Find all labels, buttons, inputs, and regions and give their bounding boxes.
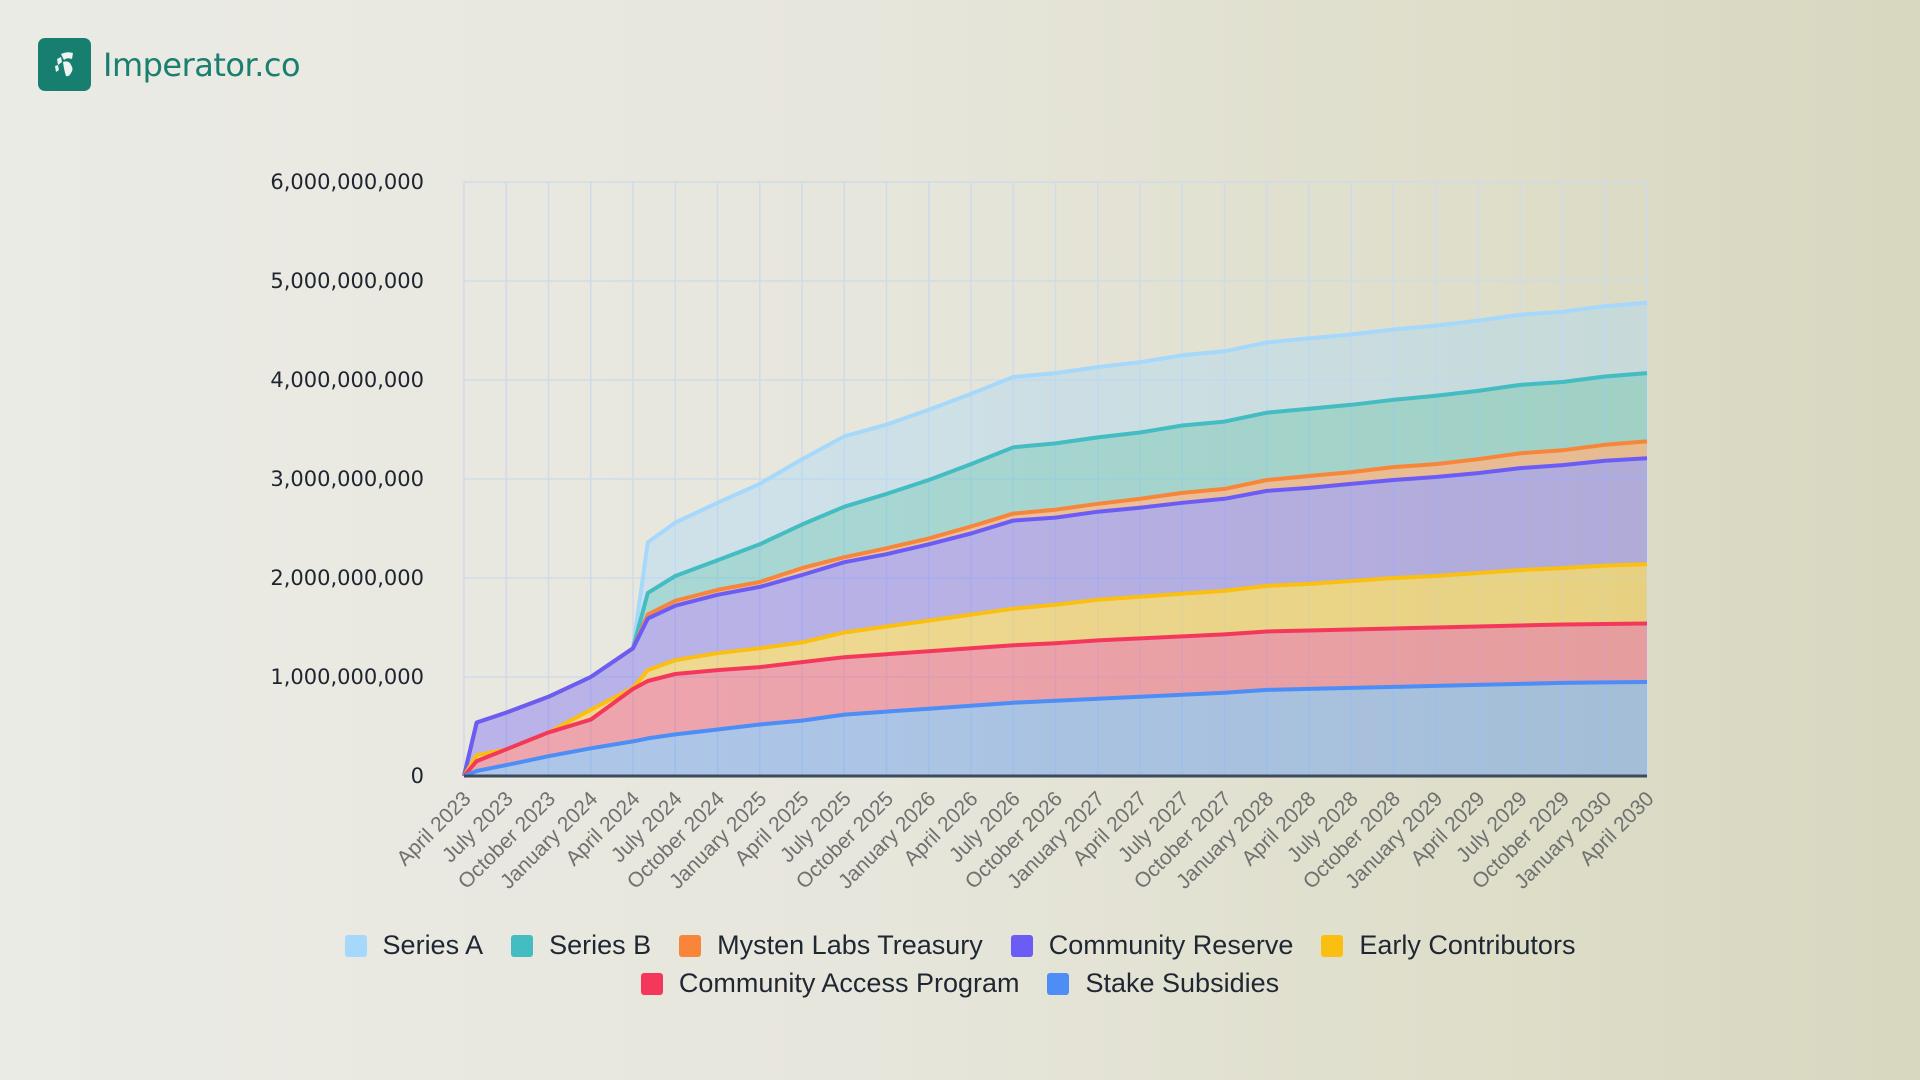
legend-label: Early Contributors [1359, 930, 1576, 960]
legend-label: Series B [549, 930, 652, 960]
legend-label: Community Reserve [1048, 930, 1294, 960]
y-tick-label: 5,000,000,000 [270, 269, 424, 293]
stacked-area-chart: 0 1,000,000,000 2,000,000,000 3,000,000,000… [270, 170, 1658, 894]
y-tick-label: 1,000,000,000 [270, 665, 424, 689]
legend-swatch [344, 934, 367, 957]
y-tick-label: 0 [411, 764, 424, 788]
legend-label: Series A [382, 930, 484, 960]
legend-swatch [1010, 934, 1033, 957]
line-community-access-program [462, 621, 1648, 778]
area-series-b [464, 373, 1647, 776]
area-early-contributors [464, 564, 1647, 776]
brand-name: Imperator.co [103, 45, 301, 84]
brand-header: Imperator.co [38, 38, 301, 91]
legend-swatch [679, 934, 702, 957]
y-tick-label: 2,000,000,000 [270, 566, 424, 590]
y-tick-label: 6,000,000,000 [270, 170, 424, 194]
legend-item[interactable]: Stake Subsidies [1047, 968, 1279, 999]
legend-swatch [640, 972, 663, 995]
y-axis-ticks: 0 1,000,000,000 2,000,000,000 3,000,000,000… [270, 170, 424, 788]
y-tick-label: 4,000,000,000 [270, 368, 424, 392]
legend-item[interactable]: Series B [511, 930, 651, 961]
legend-label: Stake Subsidies [1085, 968, 1280, 998]
legend-label: Mysten Labs Treasury [717, 930, 983, 960]
legend-item[interactable]: Early Contributors [1321, 930, 1575, 961]
helmet-icon [38, 38, 91, 91]
legend-label: Community Access Program [678, 968, 1020, 998]
legend-swatch [1321, 934, 1344, 957]
legend-item[interactable]: Mysten Labs Treasury [679, 930, 983, 961]
area-stake-subsidies [464, 682, 1647, 776]
legend-item[interactable]: Community Access Program [640, 968, 1020, 999]
legend-swatch [1047, 972, 1070, 995]
area-series-a [464, 302, 1647, 776]
legend-row: Community Access Program Stake Subsidies [0, 968, 1920, 999]
line-community-reserve [462, 456, 1648, 777]
legend-item[interactable]: Community Reserve [1010, 930, 1294, 961]
y-tick-label: 3,000,000,000 [270, 467, 424, 491]
legend-item[interactable]: Series A [344, 930, 484, 961]
legend-swatch [511, 934, 534, 957]
grid [463, 181, 1648, 777]
area-community-reserve [464, 458, 1647, 776]
areas [464, 302, 1647, 776]
lines [462, 300, 1648, 778]
line-stake-subsidies [463, 680, 1648, 778]
legend-row: Series A Series B Mysten Labs Treasury Comm… [0, 930, 1920, 961]
